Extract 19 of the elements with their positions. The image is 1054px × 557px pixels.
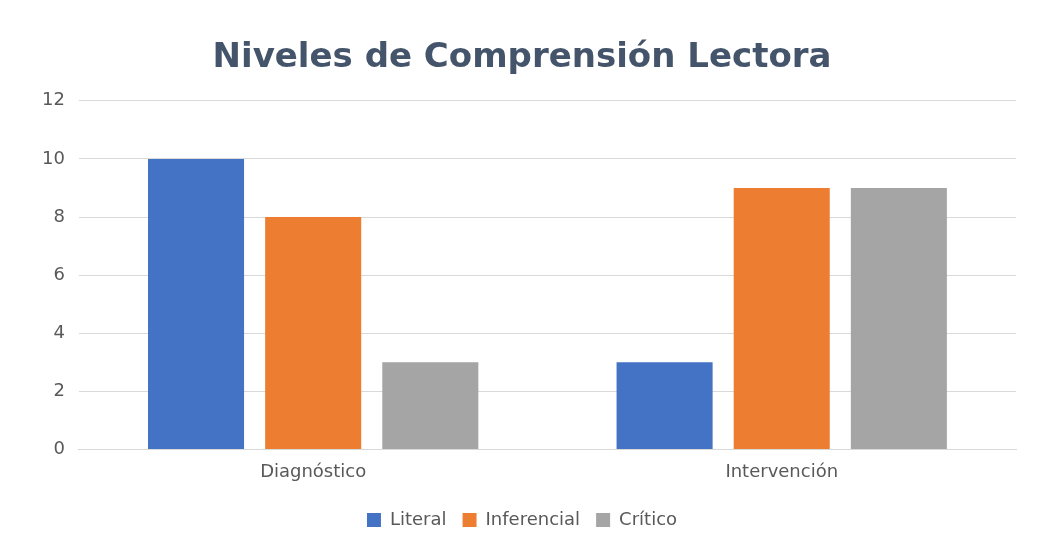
x-tick-label: Diagnóstico xyxy=(260,459,367,481)
y-tick-label: 4 xyxy=(53,320,65,342)
y-tick-label: 0 xyxy=(53,437,65,459)
bar xyxy=(850,187,947,449)
y-tick-label: 8 xyxy=(53,204,65,226)
bar xyxy=(148,158,245,449)
y-tick-label: 12 xyxy=(42,88,65,110)
chart-title: Niveles de Comprensión Lectora xyxy=(212,35,832,76)
x-tick-label: Intervención xyxy=(725,459,839,481)
bar xyxy=(616,362,713,449)
bar xyxy=(265,217,362,449)
y-tick-label: 6 xyxy=(53,262,65,284)
y-tick-label: 10 xyxy=(42,146,65,168)
legend-label: Crítico xyxy=(619,507,678,529)
y-tick-label: 2 xyxy=(53,378,65,400)
legend-label: Inferencial xyxy=(485,507,581,529)
legend-label: Literal xyxy=(389,507,447,529)
bar xyxy=(382,362,479,449)
bar xyxy=(733,187,830,449)
